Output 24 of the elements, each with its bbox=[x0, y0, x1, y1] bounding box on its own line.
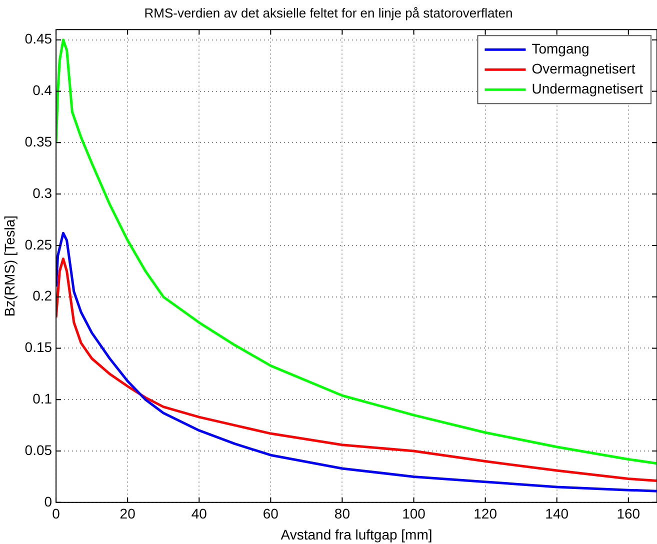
legend-label: Undermagnetisert bbox=[532, 80, 644, 96]
y-tick-label: 0 bbox=[44, 493, 52, 510]
x-tick-label: 100 bbox=[402, 506, 426, 522]
x-tick-label: 80 bbox=[334, 506, 350, 522]
y-tick-label: 0.15 bbox=[24, 339, 52, 356]
y-tick-label: 0.3 bbox=[32, 184, 52, 201]
legend-label: Tomgang bbox=[532, 40, 590, 56]
x-tick-label: 20 bbox=[120, 506, 136, 522]
x-tick-label: 40 bbox=[191, 506, 208, 522]
y-tick-label: 0.4 bbox=[32, 82, 52, 98]
x-tick-label: 140 bbox=[545, 506, 569, 522]
y-tick-label: 0.45 bbox=[24, 30, 52, 47]
x-axis-title: Avstand fra luftgap [mm] bbox=[280, 526, 432, 542]
y-tick-label: 0.1 bbox=[32, 390, 52, 406]
legend-label: Overmagnetisert bbox=[532, 60, 636, 76]
x-tick-label: 160 bbox=[616, 506, 640, 522]
y-tick-label: 0.2 bbox=[32, 288, 52, 304]
chart-title: RMS-verdien av det aksielle feltet for en linje på statoroverflaten bbox=[144, 5, 513, 20]
y-tick-label: 0.35 bbox=[24, 134, 52, 150]
y-tick-label: 0.05 bbox=[24, 442, 52, 458]
y-tick-label: 0.25 bbox=[24, 236, 52, 252]
x-tick-label: 120 bbox=[474, 506, 498, 522]
y-axis-title: Bz(RMS) [Tesla] bbox=[1, 215, 18, 317]
x-tick-label: 60 bbox=[262, 506, 279, 522]
